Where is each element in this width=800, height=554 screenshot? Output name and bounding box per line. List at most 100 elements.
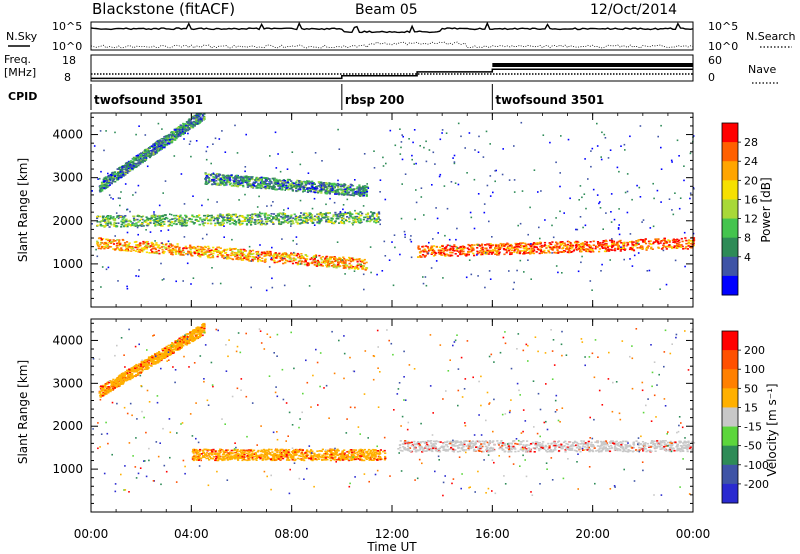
data-cell (350, 267, 353, 270)
data-cell (624, 191, 627, 194)
data-cell (285, 253, 288, 256)
data-cell (213, 176, 216, 179)
data-cell (244, 193, 246, 196)
data-cell (202, 254, 205, 256)
data-cell (134, 250, 138, 252)
data-cell (352, 189, 355, 191)
data-cell (361, 261, 364, 263)
data-cell (125, 169, 128, 172)
data-cell (425, 250, 428, 253)
data-cell (433, 245, 436, 247)
data-cell (555, 217, 557, 219)
data-cell (212, 256, 215, 259)
data-cell (150, 145, 153, 147)
data-cell (239, 220, 242, 223)
data-cell (456, 255, 459, 257)
data-cell (180, 216, 183, 219)
data-cell (283, 253, 286, 256)
data-cell (437, 249, 441, 252)
data-cell (132, 217, 136, 220)
data-cell (657, 135, 659, 138)
data-cell (515, 248, 518, 250)
data-cell (328, 185, 331, 188)
data-cell (168, 249, 171, 252)
data-cell (284, 214, 287, 217)
data-cell (640, 239, 643, 241)
data-cell (575, 244, 578, 247)
data-cell (138, 251, 141, 253)
data-cell (185, 123, 188, 126)
data-cell (210, 217, 213, 220)
data-cell (234, 124, 236, 127)
data-cell (216, 219, 219, 222)
data-cell (614, 249, 617, 252)
data-cell (99, 237, 102, 240)
data-cell (166, 217, 169, 220)
data-cell (299, 180, 302, 183)
data-cell (271, 177, 274, 180)
data-cell (166, 134, 169, 137)
data-cell (260, 253, 263, 256)
data-cell (167, 137, 170, 140)
data-cell (174, 253, 178, 255)
data-cell (266, 216, 270, 219)
data-cell (339, 220, 342, 223)
data-cell (321, 261, 324, 264)
data-cell (227, 213, 230, 215)
data-cell (208, 254, 211, 256)
data-cell (334, 213, 337, 216)
data-cell (196, 252, 199, 254)
data-cell (295, 187, 298, 190)
data-cell (361, 264, 364, 267)
data-cell (105, 186, 108, 189)
data-cell (227, 175, 230, 177)
data-cell (299, 263, 302, 265)
data-cell (550, 243, 553, 246)
data-cell (113, 225, 116, 227)
data-cell (337, 215, 340, 217)
data-cell (310, 220, 313, 222)
data-cell (261, 186, 265, 188)
data-cell (108, 180, 111, 182)
data-cell (489, 251, 492, 254)
data-cell (197, 220, 200, 222)
data-cell (356, 218, 359, 220)
data-cell (274, 188, 277, 191)
data-cell (324, 182, 327, 184)
data-cell (543, 249, 546, 252)
data-cell (197, 251, 200, 254)
data-cell (156, 220, 159, 222)
data-cell (333, 186, 336, 189)
data-cell (191, 214, 194, 217)
data-cell (99, 130, 102, 132)
data-cell (351, 216, 354, 219)
data-cell (252, 252, 255, 255)
data-cell (251, 213, 254, 216)
data-cell (190, 254, 193, 257)
data-cell (98, 177, 101, 180)
data-cell (251, 183, 254, 185)
data-cell (124, 171, 127, 174)
data-cell (600, 156, 602, 158)
data-cell (108, 194, 111, 196)
data-cell (199, 255, 202, 258)
data-cell (287, 222, 290, 224)
data-cell (682, 248, 685, 250)
data-cell (141, 157, 144, 160)
data-cell (225, 251, 228, 254)
data-cell (494, 170, 496, 172)
data-cell (579, 185, 582, 187)
data-cell (178, 131, 181, 133)
data-cell (510, 246, 514, 249)
data-cell (454, 182, 457, 184)
data-cell (183, 138, 185, 140)
data-cell (215, 249, 218, 252)
data-cell (227, 179, 230, 181)
data-cell (173, 138, 176, 141)
data-cell (130, 165, 133, 167)
data-cell (233, 222, 236, 225)
data-cell (117, 176, 120, 179)
data-cell (207, 245, 210, 248)
data-cell (174, 136, 178, 138)
data-cell (534, 243, 537, 246)
